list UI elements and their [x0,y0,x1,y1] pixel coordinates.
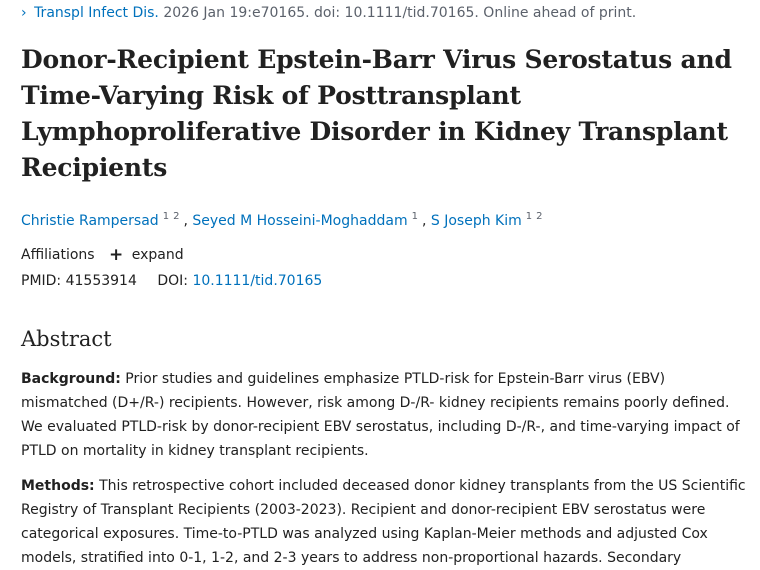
expand-label[interactable]: expand [131,247,184,263]
author-link[interactable]: S Joseph Kim [430,213,522,229]
pmid-label: PMID: [21,273,62,289]
affiliation-ref[interactable]: 1 [525,211,533,222]
affiliation-ref[interactable]: 1 [411,211,418,222]
plus-icon: + [109,245,124,265]
affiliation-ref[interactable]: 1 [162,211,170,222]
section-text: Prior studies and guidelines emphasize P… [21,371,740,459]
chevron-right-icon[interactable]: › [21,5,27,21]
pmid-value: 41553914 [65,273,137,289]
section-label: Background: [21,371,121,387]
affiliations-toggle[interactable]: Affiliations + expand [21,245,184,265]
author-link[interactable]: Christie Rampersad [21,213,159,229]
citation-details: 2026 Jan 19:e70165. doi: 10.1111/tid.701… [163,5,637,21]
article-title: Donor-Recipient Epstein-Barr Virus Seros… [21,45,732,182]
section-text: This retrospective cohort included decea… [21,478,746,566]
article-identifiers: PMID: 41553914 DOI: 10.1111/tid.70165 [21,271,322,291]
author-link[interactable]: Seyed M Hosseini-Moghaddam [192,213,408,229]
abstract-background: Background: Prior studies and guidelines… [21,367,749,463]
affiliations-label: Affiliations [21,247,95,263]
journal-link[interactable]: Transpl Infect Dis. [34,5,159,21]
abstract-heading: Abstract [21,327,112,351]
doi-label: DOI: [157,273,188,289]
abstract-methods: Methods: This retrospective cohort inclu… [21,474,749,570]
affiliation-ref[interactable]: 2 [173,211,180,222]
author-affiliation-refs: 1 [412,211,422,222]
author-list: Christie Rampersad 1 2, Seyed M Hosseini-M… [21,207,546,231]
section-label: Methods: [21,478,95,494]
affiliation-ref[interactable]: 2 [536,211,543,222]
citation-line: › Transpl Infect Dis. 2026 Jan 19:e70165… [21,4,636,22]
doi-link[interactable]: 10.1111/tid.70165 [192,273,323,289]
